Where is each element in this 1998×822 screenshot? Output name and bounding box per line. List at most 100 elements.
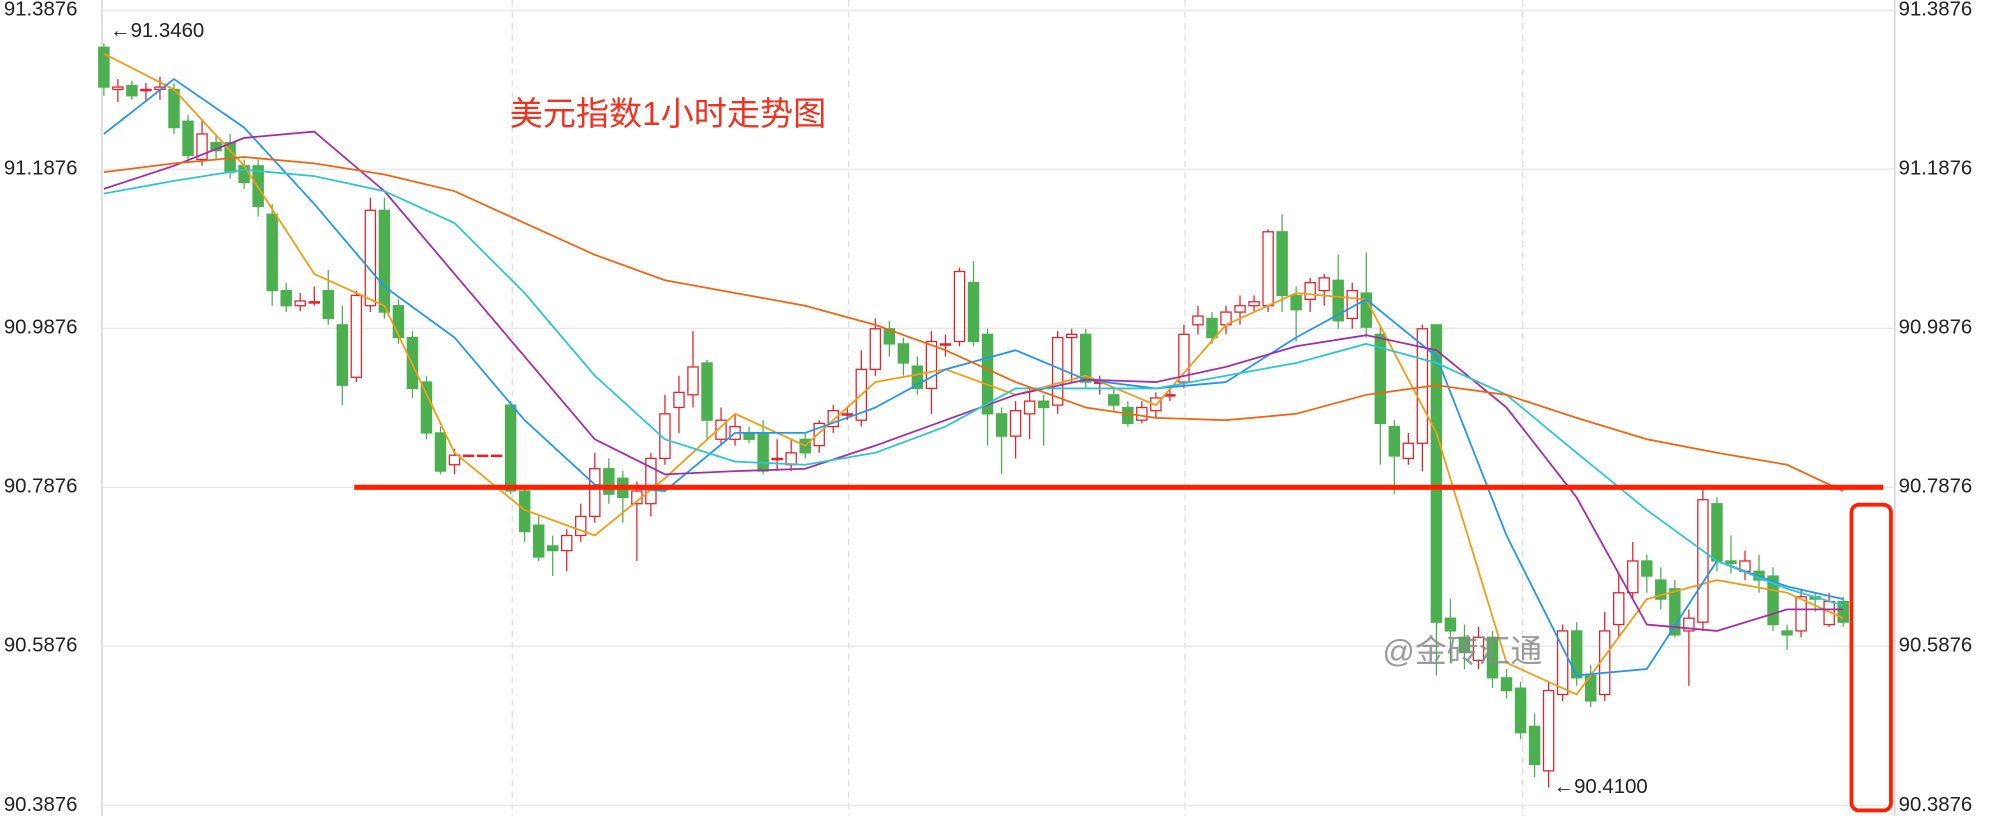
- candle-body: [925, 340, 938, 390]
- candle-body: [238, 165, 250, 184]
- candle-body: [589, 468, 601, 518]
- candle-body: [322, 289, 335, 320]
- candle-body: [1430, 324, 1443, 623]
- candle-body: [1402, 442, 1415, 460]
- candle-body: [1079, 333, 1092, 383]
- candle-body: [687, 366, 699, 396]
- moving-average-line: [103, 52, 1844, 696]
- candle-body: [1304, 282, 1316, 300]
- candle-body: [1009, 410, 1022, 437]
- y-tick-label-right: 91.3876: [1899, 0, 1973, 21]
- candle-body: [266, 213, 278, 292]
- low-label: ←90.4100: [1554, 776, 1648, 798]
- y-tick-label-left: 90.7876: [4, 476, 78, 498]
- candle-body: [1206, 317, 1218, 339]
- candle-body: [995, 413, 1008, 437]
- candle-body: [771, 457, 783, 461]
- candle-body: [603, 468, 615, 495]
- plot: 90.3876 90.3876 90.5876 90.5876 90.7876 90.78…: [4, 0, 1972, 816]
- candle-body: [1374, 333, 1387, 425]
- candle-body: [659, 413, 671, 460]
- candle-body: [1318, 277, 1330, 292]
- candle-body: [1290, 294, 1302, 311]
- candle-body: [1262, 231, 1274, 307]
- candle-body: [336, 324, 349, 386]
- candle-body: [1542, 689, 1555, 772]
- candle-body: [1697, 499, 1709, 623]
- candle-body: [378, 209, 391, 313]
- candle-body: [1669, 588, 1681, 636]
- candle-body: [1598, 630, 1611, 696]
- candle-body: [757, 432, 769, 472]
- candle-body: [532, 524, 545, 558]
- candle-body: [1725, 560, 1737, 564]
- watermark: @金砖汇通: [1383, 633, 1543, 669]
- candle-body: [645, 457, 657, 505]
- candle-body: [575, 515, 587, 537]
- candle-body: [434, 432, 447, 472]
- candle-body: [953, 270, 966, 343]
- high-label: ←91.3460: [110, 20, 204, 42]
- candle-body: [561, 534, 573, 552]
- candle-body: [1514, 687, 1527, 734]
- candle-body: [911, 365, 924, 390]
- candle-body: [939, 343, 952, 346]
- candle-body: [182, 120, 194, 157]
- candle-body: [1486, 636, 1499, 679]
- candle-body: [462, 454, 475, 458]
- candle-body: [1795, 596, 1807, 632]
- candle-body: [196, 133, 208, 161]
- candle-body: [1837, 600, 1849, 623]
- moving-average-line: [103, 168, 1844, 607]
- candle-body: [1655, 579, 1667, 600]
- candle-body: [1627, 560, 1639, 594]
- candle-body: [1360, 292, 1372, 328]
- y-tick-label-right: 90.7876: [1899, 476, 1973, 498]
- candle-body: [743, 432, 755, 440]
- candle-body: [1388, 425, 1401, 457]
- candle-body: [967, 282, 980, 343]
- candle-body: [504, 404, 517, 492]
- candle-body: [1472, 636, 1485, 661]
- candle-body: [350, 294, 363, 378]
- candle-body: [1136, 406, 1148, 421]
- candle-body: [1570, 630, 1583, 679]
- candle-body: [1234, 305, 1246, 313]
- y-tick-label-right: 90.3876: [1899, 794, 1973, 816]
- y-tick-label-right: 90.9876: [1899, 317, 1973, 339]
- candle-body: [364, 209, 377, 307]
- candle-body: [1065, 333, 1078, 339]
- candle-body: [1332, 279, 1344, 322]
- candle-body: [869, 328, 882, 370]
- y-tick-label-left: 90.9876: [4, 317, 78, 339]
- candle-body: [448, 454, 461, 466]
- candle-body: [1276, 231, 1288, 297]
- candle-body: [1023, 400, 1036, 415]
- candle-body: [98, 46, 110, 88]
- candle-body: [168, 88, 180, 129]
- candle-body: [1613, 592, 1625, 626]
- y-tick-label-left: 91.1876: [4, 158, 78, 180]
- candle-body: [981, 333, 994, 415]
- highlight-box: [1849, 502, 1893, 813]
- candle-body: [294, 300, 306, 307]
- candle-body: [490, 454, 503, 458]
- candle-body: [1458, 636, 1471, 654]
- candle-body: [1248, 301, 1260, 307]
- candle-body: [1711, 503, 1723, 562]
- y-tick-label-right: 91.1876: [1899, 158, 1973, 180]
- y-tick-label-left: 91.3876: [4, 0, 78, 21]
- candle-body: [813, 422, 825, 447]
- candle-body: [1641, 560, 1653, 577]
- candle-body: [1037, 400, 1050, 409]
- candle-body: [112, 86, 124, 91]
- candle-body: [546, 545, 559, 552]
- candle-body: [1178, 333, 1190, 383]
- y-tick-label-left: 90.5876: [4, 635, 78, 657]
- candle-body: [1192, 315, 1204, 326]
- candle-body: [1767, 575, 1779, 626]
- candle-body: [1122, 406, 1134, 425]
- candle-body: [1556, 630, 1569, 696]
